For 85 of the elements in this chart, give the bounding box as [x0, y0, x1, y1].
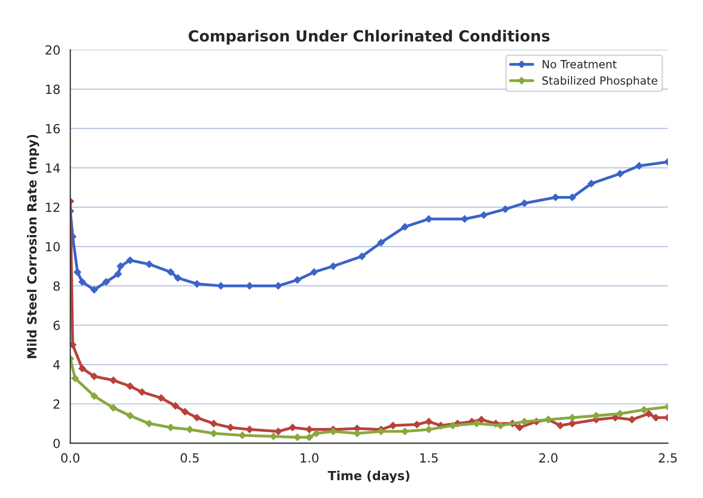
point: [126, 382, 134, 390]
point: [166, 424, 175, 432]
y-tick-label: 0: [53, 438, 60, 448]
point: [71, 374, 80, 382]
point: [496, 422, 504, 430]
point: [616, 410, 624, 418]
point: [401, 427, 409, 436]
x-tick-label: 2.0: [539, 453, 558, 463]
point: [138, 388, 146, 396]
point: [312, 429, 320, 438]
point: [635, 162, 644, 170]
point: [293, 276, 302, 284]
point: [424, 418, 433, 426]
x-tick-label: 1.5: [420, 453, 438, 463]
point: [246, 282, 254, 290]
point: [126, 412, 134, 420]
point: [644, 410, 653, 418]
point: [114, 270, 122, 278]
point: [145, 260, 154, 268]
point: [174, 274, 182, 282]
point: [568, 420, 576, 428]
point: [78, 364, 86, 372]
point: [226, 424, 234, 432]
point: [401, 222, 409, 231]
point: [377, 238, 385, 247]
point: [102, 278, 110, 286]
point: [90, 286, 98, 294]
point: [193, 280, 201, 288]
point: [477, 416, 486, 424]
point: [329, 262, 338, 270]
point: [389, 422, 397, 430]
chart-title: Comparison Under Chlorinated Conditions: [188, 30, 550, 45]
point: [358, 252, 366, 260]
point: [145, 420, 154, 428]
point: [90, 372, 98, 380]
y-tick-label: 18: [46, 84, 60, 94]
point: [181, 408, 189, 416]
point: [552, 193, 560, 202]
y-tick-label: 4: [53, 360, 60, 370]
point: [78, 278, 86, 286]
x-axis-title: Time (days): [328, 470, 410, 483]
point: [193, 414, 201, 422]
point: [210, 429, 218, 438]
point: [270, 432, 278, 440]
point: [460, 215, 469, 223]
x-tick-label: 0.0: [61, 453, 80, 463]
point: [640, 406, 648, 414]
point: [210, 420, 218, 428]
point: [520, 199, 528, 208]
point: [157, 394, 166, 402]
point: [109, 376, 118, 384]
point: [90, 392, 98, 400]
point: [116, 262, 124, 270]
y-tick-label: 16: [46, 124, 60, 134]
point: [652, 414, 660, 422]
point: [448, 422, 457, 430]
point: [166, 268, 175, 276]
y-tick-label: 12: [46, 202, 60, 212]
x-tick-label: 1.0: [300, 453, 318, 463]
y-tick-label: 20: [46, 45, 60, 55]
x-tick-label: 2.5: [658, 453, 677, 463]
y-tick-label: 8: [53, 281, 60, 291]
point: [424, 215, 433, 223]
point: [556, 422, 564, 430]
y-tick-label: 14: [46, 163, 60, 173]
point: [246, 426, 254, 434]
point: [520, 418, 528, 426]
point: [587, 180, 596, 188]
point: [126, 256, 134, 264]
point: [501, 205, 510, 214]
y-tick-label: 2: [54, 399, 60, 409]
point: [172, 402, 180, 410]
legend-label: No Treatment: [542, 60, 617, 68]
y-tick-label: 6: [54, 320, 60, 330]
point: [616, 170, 624, 178]
y-tick-label: 10: [46, 242, 60, 252]
point: [310, 268, 318, 276]
point: [628, 416, 636, 424]
point: [109, 404, 118, 412]
point: [516, 424, 524, 432]
x-tick-label: 0.5: [180, 453, 199, 463]
y-axis-title: Mild Steel Corrosion Rate (mpy): [26, 134, 40, 358]
point: [74, 268, 82, 276]
point: [480, 211, 488, 219]
legend-label: Stabilized Phosphate: [542, 76, 658, 87]
